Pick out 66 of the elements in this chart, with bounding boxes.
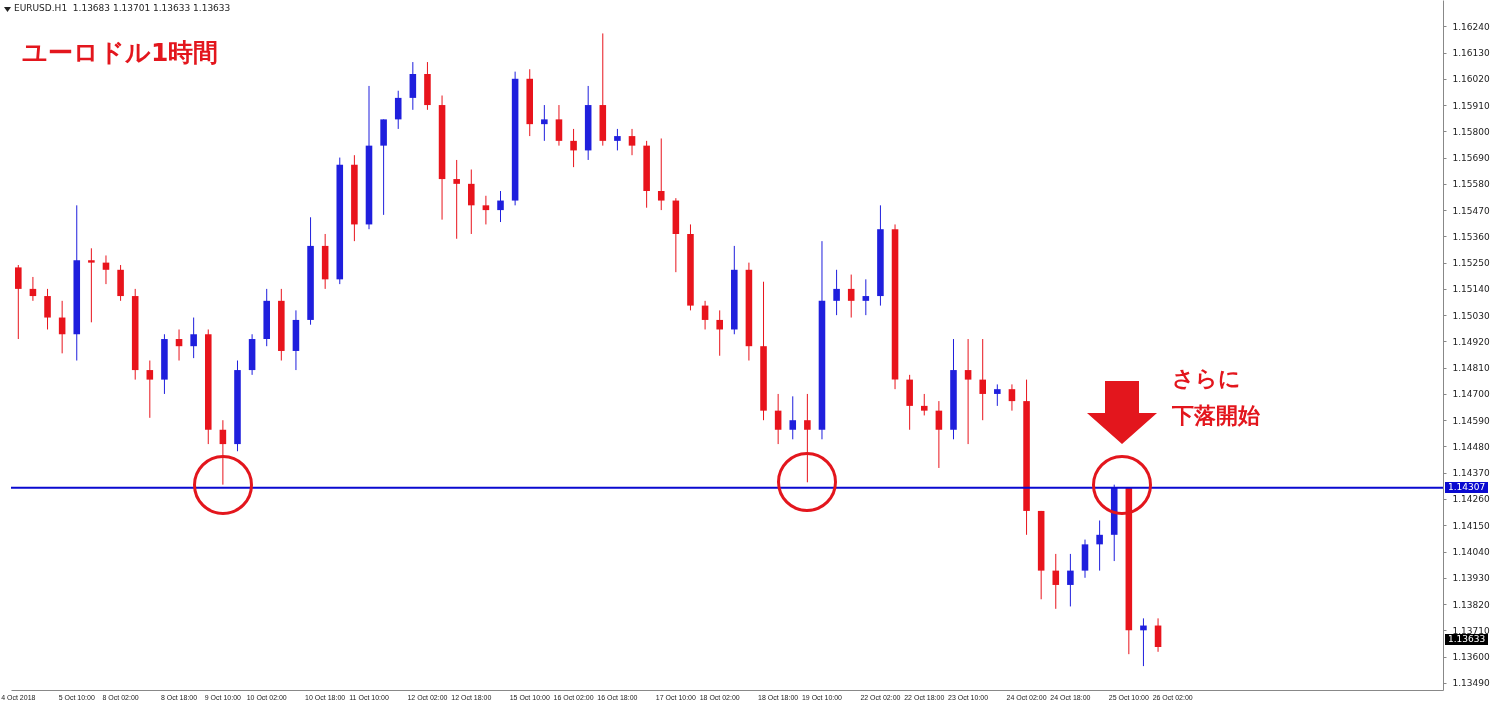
candlestick <box>570 128 577 168</box>
annotation: EURUSD.H1 1.13683 1.13701 1.13633 1.13633 <box>14 3 231 13</box>
candlestick <box>847 274 855 319</box>
candlestick <box>774 393 782 445</box>
candlestick <box>657 137 665 211</box>
candlestick <box>453 159 460 240</box>
y-tick-label: 1.15690 <box>1452 153 1490 164</box>
candlestick <box>862 278 870 316</box>
y-tick-label: 1.14150 <box>1452 520 1490 531</box>
candlestick <box>1008 383 1016 412</box>
candlestick <box>88 247 95 323</box>
y-tick-label: 1.15580 <box>1452 179 1490 190</box>
annotation: さらに <box>1171 365 1241 391</box>
y-tick-label: 1.14810 <box>1452 363 1490 374</box>
candlestick <box>804 393 811 483</box>
y-tick-label: 1.14920 <box>1452 336 1490 347</box>
candlestick <box>964 338 972 445</box>
candlestick <box>833 269 840 316</box>
candlestick <box>409 61 417 111</box>
candlestick <box>935 400 943 469</box>
y-tick-label: 1.13490 <box>1452 678 1490 689</box>
candlestick <box>146 360 154 419</box>
y-tick-label: 1.15030 <box>1452 310 1490 321</box>
y-tick-label: 1.13710 <box>1452 625 1490 636</box>
candlestick <box>789 395 797 440</box>
y-tick-label: 1.16130 <box>1452 48 1490 59</box>
candlestick <box>1096 519 1103 572</box>
y-tick-label: 1.13930 <box>1452 573 1490 584</box>
y-tick-label: 1.14480 <box>1452 441 1490 452</box>
y-tick-label: 1.14040 <box>1452 547 1490 558</box>
y-tick-label: 1.13600 <box>1452 652 1490 663</box>
y-tick-label: 1.14700 <box>1452 389 1490 400</box>
y-tick-label: 1.15140 <box>1452 284 1490 295</box>
y-tick-label: 1.14260 <box>1452 494 1490 505</box>
candlestick <box>716 309 723 357</box>
candlestick <box>482 195 490 225</box>
candlestick <box>979 338 986 421</box>
y-tick-label: 1.15470 <box>1452 205 1490 216</box>
candlestick <box>190 317 197 359</box>
y-tick-label: 1.15250 <box>1452 258 1490 269</box>
y-tick-label: 1.15360 <box>1452 231 1490 242</box>
candlestick <box>497 190 504 223</box>
candlestick <box>1067 553 1074 607</box>
y-tick-label: 1.16020 <box>1452 74 1490 85</box>
candlestick <box>541 104 548 142</box>
candlestick <box>1140 617 1147 667</box>
candlestick <box>628 128 636 156</box>
candlestick <box>555 104 563 147</box>
candlestick <box>920 393 928 416</box>
candlestick <box>468 169 475 235</box>
y-tick-label: 1.14590 <box>1452 415 1490 426</box>
candlestick <box>1052 553 1060 610</box>
y-tick-label: 1.16240 <box>1452 21 1490 32</box>
candlestick <box>394 90 402 130</box>
y-tick-label: 1.13820 <box>1452 599 1490 610</box>
y-tick-label: 1.14370 <box>1452 468 1490 479</box>
ref-line-label: 1.14307 <box>1445 481 1489 493</box>
annotation: 下落開始 <box>1171 402 1260 428</box>
candlestick <box>994 383 1001 407</box>
candlestick <box>15 264 22 340</box>
candlestick <box>44 288 51 330</box>
y-tick-label: 1.15800 <box>1452 126 1490 137</box>
y-tick-label: 1.15910 <box>1452 100 1490 111</box>
text: 1.13633 <box>1445 634 1489 646</box>
candlestick <box>614 128 621 151</box>
text: ユーロドル1時間 <box>22 37 219 69</box>
